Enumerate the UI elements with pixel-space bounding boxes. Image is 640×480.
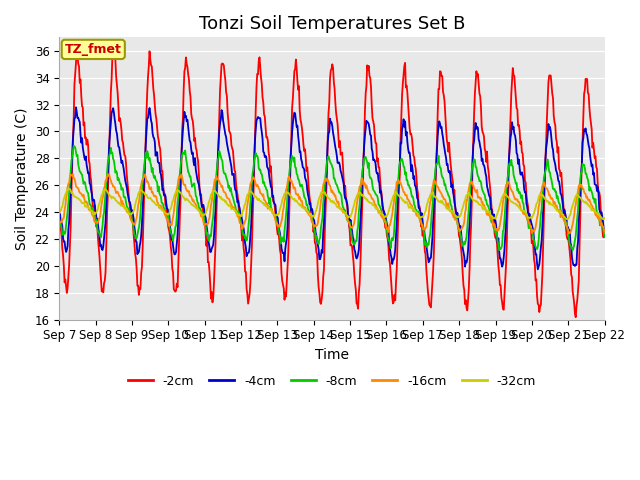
Y-axis label: Soil Temperature (C): Soil Temperature (C)	[15, 108, 29, 250]
X-axis label: Time: Time	[315, 348, 349, 362]
Text: TZ_fmet: TZ_fmet	[65, 43, 122, 56]
Legend: -2cm, -4cm, -8cm, -16cm, -32cm: -2cm, -4cm, -8cm, -16cm, -32cm	[123, 370, 541, 393]
Title: Tonzi Soil Temperatures Set B: Tonzi Soil Temperatures Set B	[199, 15, 465, 33]
